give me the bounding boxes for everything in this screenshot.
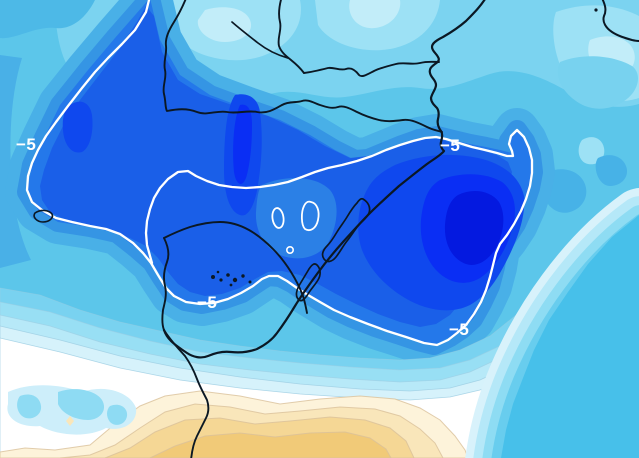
contour-label-coast: −5 [440,136,460,155]
contour-dot [285,246,294,255]
bottomleft-cyan-patch-3 [107,404,128,425]
cold-core-level3-central [233,104,252,184]
contour-label-west: −5 [16,135,36,154]
se-cyan-core [501,215,639,458]
warm-diamond-speck [66,416,74,426]
uruguay-river-south [163,329,210,458]
bottomleft-cyan-patch-1 [17,394,42,419]
contour-line-minus5 [25,0,534,347]
right-mottle-lighter [578,137,605,165]
cold-core-level4 [444,190,504,265]
river-short-branch [231,21,289,59]
corner-patch-top-left [0,0,95,39]
temperature-band-top-lightest-2 [349,0,401,29]
border-paraguay-vertical [277,0,305,74]
west-edge-band [0,55,31,268]
lagoa-mirim [295,263,321,302]
bottomleft-cyan-patch-2 [58,389,105,420]
contour-label-south: −5 [197,293,217,312]
small-island-southwest [33,209,54,223]
contour-oval-right [300,200,320,232]
temperature-band-top-lightest-1 [197,7,252,43]
contour-label-southeast: −5 [449,320,469,339]
geography-layer [33,0,639,458]
coastal-lake-cluster [211,8,598,287]
lagoa-dos-patos [321,197,371,263]
coast-top-right-corner [601,0,639,42]
cold-core-level2-west [62,101,93,153]
contour-oval-left [271,207,285,229]
uruguay-north-border [163,221,308,314]
border-parana-vertical [162,0,443,133]
brazil-coastline [162,0,486,359]
oval-warm-patch [255,178,337,259]
uruguay-river-border [161,237,170,331]
border-state-horizontal [303,60,440,78]
right-mottle-light [557,56,638,109]
right-mottle-dark-2 [595,155,628,186]
